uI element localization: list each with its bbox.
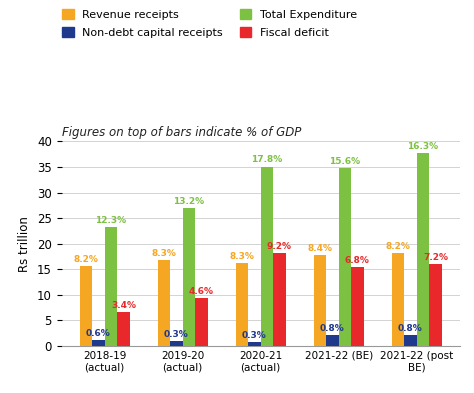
- Bar: [339, 168, 351, 346]
- Text: 8.3%: 8.3%: [152, 249, 176, 258]
- Text: 8.2%: 8.2%: [385, 242, 410, 251]
- Bar: [105, 227, 117, 346]
- Text: 4.6%: 4.6%: [189, 287, 214, 296]
- Text: 15.6%: 15.6%: [329, 157, 361, 166]
- Y-axis label: Rs trillion: Rs trillion: [18, 216, 31, 272]
- Bar: [404, 335, 417, 346]
- Text: 0.8%: 0.8%: [320, 323, 345, 332]
- Text: 8.2%: 8.2%: [73, 255, 99, 264]
- Text: 7.2%: 7.2%: [423, 253, 448, 262]
- Text: 0.3%: 0.3%: [164, 330, 189, 339]
- Text: 8.3%: 8.3%: [229, 252, 255, 261]
- Bar: [170, 341, 182, 346]
- Bar: [158, 260, 170, 346]
- Bar: [261, 167, 273, 346]
- Text: Figures on top of bars indicate % of GDP: Figures on top of bars indicate % of GDP: [62, 126, 301, 139]
- Bar: [195, 298, 208, 346]
- Bar: [92, 340, 105, 346]
- Bar: [417, 153, 429, 346]
- Bar: [236, 263, 248, 346]
- Text: 9.2%: 9.2%: [267, 242, 292, 251]
- Bar: [80, 266, 92, 346]
- Text: 6.8%: 6.8%: [345, 256, 370, 265]
- Text: 16.3%: 16.3%: [407, 142, 438, 151]
- Text: 13.2%: 13.2%: [173, 197, 204, 206]
- Text: 12.3%: 12.3%: [95, 216, 127, 225]
- Bar: [117, 312, 130, 346]
- Bar: [182, 208, 195, 346]
- Text: 0.6%: 0.6%: [86, 329, 111, 338]
- Text: 8.4%: 8.4%: [308, 244, 332, 253]
- Text: 17.8%: 17.8%: [251, 156, 283, 164]
- Text: 3.4%: 3.4%: [111, 301, 136, 310]
- Bar: [429, 264, 442, 346]
- Legend: Revenue receipts, Non-debt capital receipts, Total Expenditure, Fiscal deficit: Revenue receipts, Non-debt capital recei…: [63, 9, 357, 38]
- Bar: [326, 334, 339, 346]
- Bar: [314, 255, 326, 346]
- Bar: [248, 342, 261, 346]
- Bar: [273, 253, 286, 346]
- Bar: [392, 253, 404, 346]
- Text: 0.8%: 0.8%: [398, 324, 423, 333]
- Bar: [351, 267, 364, 346]
- Text: 0.3%: 0.3%: [242, 331, 267, 340]
